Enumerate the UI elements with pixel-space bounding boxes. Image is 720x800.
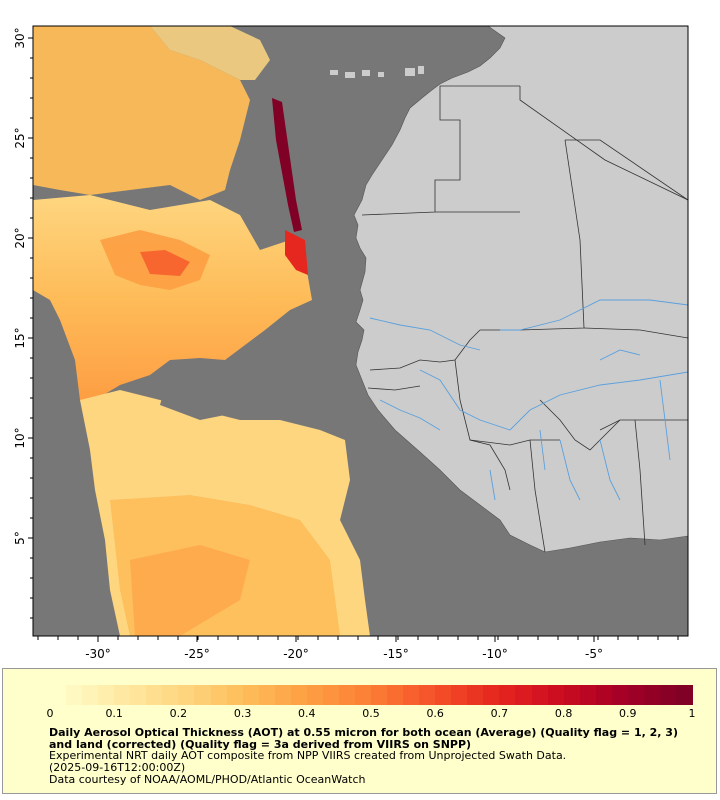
colorbar-tick-label: 0 [46, 707, 54, 720]
colorbar-segment [595, 685, 614, 705]
colorbar-segment [322, 685, 341, 705]
colorbar-segment [338, 685, 357, 705]
colorbar-segment [643, 685, 662, 705]
colorbar-segment [547, 685, 565, 705]
aot-gap [160, 360, 260, 420]
legend-panel: 0 0.1 0.2 0.3 0.4 0.5 0.6 0.7 0.8 0.9 1 Daily Aero… [2, 668, 717, 794]
aot-core-plume [140, 250, 190, 276]
colorbar-tick-label: 0.8 [554, 707, 573, 720]
lat-tick-label: 30° [13, 27, 27, 48]
lon-tick-label: -30° [85, 647, 111, 661]
colorbar-segment [210, 685, 228, 705]
map-area: 30° 25° 20° 15° 10° 5° -30° -25° -20° -15° -10° -5… [13, 25, 689, 661]
colorbar-tick-label: 0.6 [426, 707, 444, 720]
colorbar-tick-label: 0.4 [298, 707, 316, 720]
aot-swath-north-edge [150, 26, 270, 80]
colorbar-segment [194, 685, 212, 705]
lon-tick-label: -15° [383, 647, 409, 661]
colorbar-segment [50, 685, 68, 705]
longitude-axis: -30° -25° -20° -15° -10° -5° [37, 636, 679, 661]
colorbar-segment [467, 685, 485, 705]
colorbar-segment [515, 685, 533, 705]
lon-tick-label: -10° [482, 647, 508, 661]
colorbar-segment [579, 685, 597, 705]
colorbar-segment [403, 685, 421, 705]
colorbar-segment [258, 685, 276, 705]
colorbar-segment [451, 685, 469, 705]
colorbar-segment [387, 685, 405, 705]
colorbar-segment [419, 685, 437, 705]
canary-islands [330, 66, 424, 78]
colorbar-segment [274, 685, 293, 705]
aot-data-layer [33, 26, 370, 636]
colorbar-segment [499, 685, 517, 705]
aot-coastal-red [285, 230, 308, 275]
lon-tick-label: -5° [585, 647, 603, 661]
legend-date-line: (2025-09-16T12:00:00Z) [49, 761, 186, 774]
aot-coastal-strip [272, 98, 302, 232]
colorbar-segment [563, 685, 581, 705]
colorbar-tick-label: 0.9 [619, 707, 637, 720]
colorbar [50, 685, 694, 705]
colorbar-tick-label: 0.7 [490, 707, 509, 720]
colorbar-segment [531, 685, 549, 705]
map-frame [32, 25, 689, 637]
colorbar-tick-label: 0.5 [362, 707, 380, 720]
colorbar-segment [130, 685, 148, 705]
colorbar-segment [435, 685, 453, 705]
colorbar-segment [162, 685, 180, 705]
lon-tick-label: -20° [283, 647, 309, 661]
colorbar-segment [226, 685, 244, 705]
colorbar-segment [483, 685, 501, 705]
land-mass [353, 26, 688, 553]
map-svg: 30° 25° 20° 15° 10° 5° -30° -25° -20° -15° -10° -5… [13, 25, 689, 661]
colorbar-tick-label: 1 [688, 707, 696, 720]
colorbar-tick-label: 0.3 [233, 707, 252, 720]
colorbar-segment [627, 685, 646, 705]
rivers [369, 299, 688, 501]
lat-tick-label: 10° [13, 427, 27, 448]
lat-tick-label: 25° [13, 127, 27, 148]
colorbar-segment [659, 685, 678, 705]
colorbar-segment [306, 685, 325, 705]
latitude-axis: 30° 25° 20° 15° 10° 5° [13, 27, 33, 619]
colorbar-segment [354, 685, 373, 705]
colorbar-segment [98, 685, 116, 705]
lat-tick-label: 15° [13, 327, 27, 348]
colorbar-segment [82, 685, 100, 705]
legend-source-line: Experimental NRT daily AOT composite fro… [49, 749, 567, 762]
lat-tick-label: 5° [13, 531, 27, 545]
aot-swath-south-dark [130, 545, 250, 636]
colorbar-segment [114, 685, 132, 705]
colorbar-segment [242, 685, 260, 705]
colorbar-segment [611, 685, 630, 705]
colorbar-tick-label: 0.2 [169, 707, 188, 720]
lon-tick-label: -25° [184, 647, 210, 661]
colorbar-tick-label: 0.1 [105, 707, 123, 720]
colorbar-segment [675, 685, 694, 705]
lat-tick-label: 20° [13, 227, 27, 248]
aot-swath-north [33, 26, 250, 200]
legend-title: Daily Aerosol Optical Thickness (AOT) at… [49, 726, 678, 751]
legend-credit-line: Data courtesy of NOAA/AOML/PHOD/Atlantic… [49, 773, 366, 786]
colorbar-segment [371, 685, 389, 705]
colorbar-segment [66, 685, 84, 705]
colorbar-segment [290, 685, 309, 705]
colorbar-segment [178, 685, 196, 705]
colorbar-segment [146, 685, 164, 705]
